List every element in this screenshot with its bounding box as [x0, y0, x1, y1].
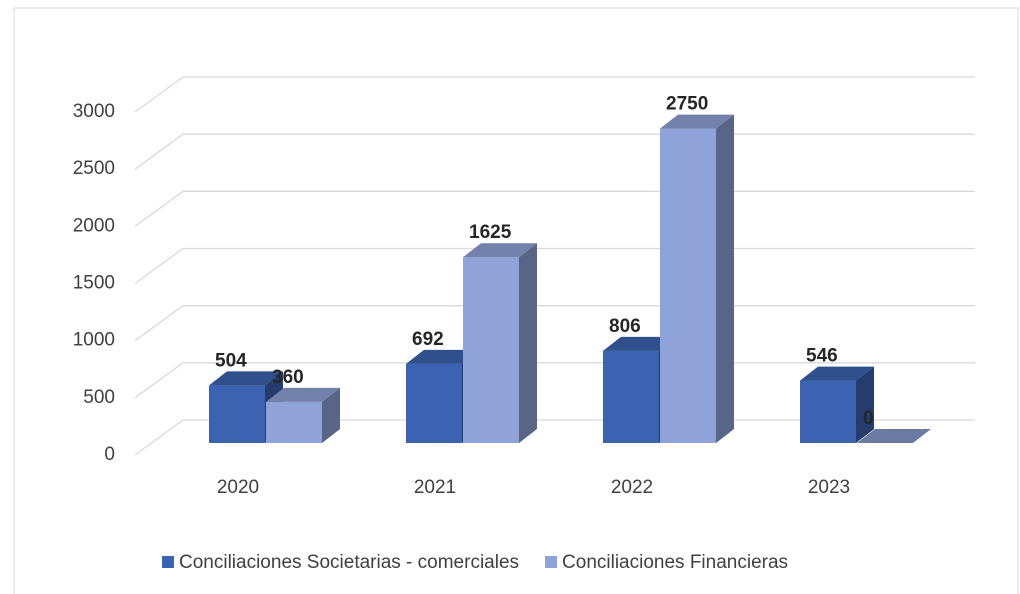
bar-side-shade: [322, 387, 340, 443]
y-tick-label: 2000: [73, 215, 115, 236]
bar-front: [660, 128, 716, 444]
bar-top-shade: [660, 114, 734, 129]
x-tick-label: 2022: [611, 477, 653, 498]
bar-top-shade: [209, 371, 283, 386]
y-tick-label: 1500: [73, 273, 115, 294]
bar-side: [519, 243, 537, 443]
x-tick-label: 2020: [217, 477, 259, 498]
grid-line: [134, 190, 975, 227]
legend-swatch: [545, 556, 558, 568]
grid-line: [134, 305, 975, 342]
bar-top: [266, 387, 340, 402]
bar-top-shade: [857, 429, 931, 443]
data-label: 546: [806, 346, 838, 367]
bar-front: [406, 363, 462, 443]
bar: [660, 114, 734, 444]
legend-label: Conciliaciones Financieras: [562, 552, 788, 573]
y-tick-label: 3000: [73, 101, 115, 122]
bar-side: [322, 387, 340, 443]
bar-front: [209, 385, 265, 443]
bar-side-shade: [716, 114, 734, 443]
bar: [800, 366, 874, 443]
grid-line: [134, 247, 975, 285]
bar-front: [266, 401, 322, 443]
bar-side: [856, 366, 874, 443]
y-tick-label: 500: [83, 387, 115, 408]
bar: [463, 243, 537, 443]
bar-top-shade: [463, 243, 537, 258]
bar-front: [603, 350, 659, 443]
bar-top-shade: [266, 387, 340, 402]
grid-line: [134, 133, 975, 170]
bar-top-shade: [800, 366, 874, 381]
y-tick-label: 1000: [73, 330, 115, 351]
x-tick-label: 2023: [808, 477, 850, 498]
bar: [857, 429, 931, 443]
bar: [266, 387, 340, 443]
legend-label: Conciliaciones Societarias - comerciales: [179, 552, 519, 573]
bar-top: [209, 371, 283, 386]
data-label: 2750: [666, 94, 708, 115]
x-tick-label: 2021: [414, 477, 456, 498]
bar-side: [716, 114, 734, 443]
bar-top: [463, 243, 537, 258]
bar-top: [660, 114, 734, 129]
bar-side-shade: [856, 366, 874, 443]
legend-swatch: [162, 556, 174, 568]
grid-line: [134, 76, 975, 113]
data-label: 692: [412, 329, 444, 350]
data-label: 0: [863, 408, 874, 429]
bar-front: [463, 257, 519, 443]
bar-top: [603, 336, 677, 351]
bar-top: [857, 429, 931, 443]
bar: [209, 371, 283, 443]
chart-border: [13, 7, 1019, 594]
bar-top: [406, 349, 480, 364]
data-label: 806: [609, 316, 641, 337]
bar-top-shade: [603, 336, 677, 351]
bar-side-shade: [519, 243, 537, 443]
bar-top-shade: [406, 349, 480, 364]
data-label: 1625: [469, 222, 512, 243]
data-label: 360: [272, 367, 304, 388]
bar-front: [800, 380, 856, 443]
y-tick-label: 0: [104, 444, 115, 465]
data-label: 504: [215, 350, 247, 371]
bar-top: [800, 366, 874, 381]
y-tick-label: 2500: [73, 158, 115, 179]
